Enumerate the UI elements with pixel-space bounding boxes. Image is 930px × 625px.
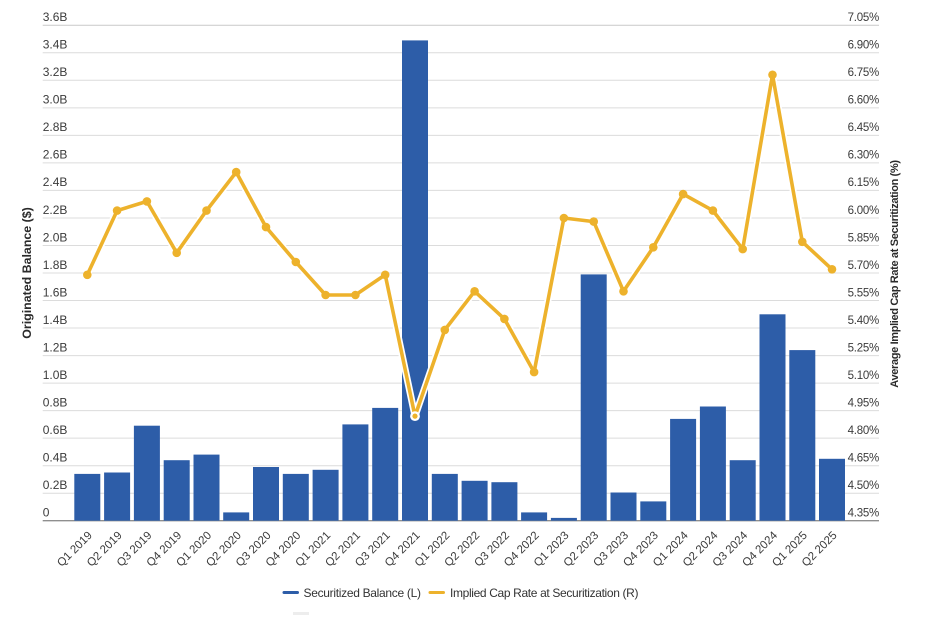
svg-text:4.95%: 4.95%: [848, 397, 879, 409]
svg-text:5.70%: 5.70%: [848, 260, 879, 272]
svg-text:0.6B: 0.6B: [43, 423, 68, 437]
svg-text:4.35%: 4.35%: [848, 508, 879, 520]
svg-text:2.4B: 2.4B: [43, 175, 68, 189]
svg-text:6.60%: 6.60%: [848, 95, 879, 107]
svg-text:2.0B: 2.0B: [43, 230, 68, 244]
svg-text:5.10%: 5.10%: [848, 370, 879, 382]
svg-text:Securitized Balance (L): Securitized Balance (L): [304, 586, 421, 600]
svg-text:6.15%: 6.15%: [848, 177, 879, 189]
svg-text:6.00%: 6.00%: [848, 205, 879, 217]
svg-text:2.6B: 2.6B: [43, 148, 68, 162]
svg-text:3.4B: 3.4B: [43, 38, 68, 52]
svg-text:4.50%: 4.50%: [848, 480, 879, 492]
svg-text:0: 0: [43, 506, 50, 520]
svg-text:7.05%: 7.05%: [848, 12, 879, 24]
svg-text:Implied Cap Rate at Securitiza: Implied Cap Rate at Securitization (R): [450, 586, 638, 600]
svg-text:0.4B: 0.4B: [43, 451, 68, 465]
svg-text:5.55%: 5.55%: [848, 287, 879, 299]
svg-text:1.6B: 1.6B: [43, 285, 68, 299]
svg-text:6.90%: 6.90%: [848, 40, 879, 52]
svg-text:3.2B: 3.2B: [43, 65, 68, 79]
svg-text:6.75%: 6.75%: [848, 67, 879, 79]
svg-text:6.30%: 6.30%: [848, 150, 879, 162]
svg-text:0.2B: 0.2B: [43, 478, 68, 492]
svg-text:Originated Balance ($): Originated Balance ($): [20, 207, 34, 339]
svg-text:4.65%: 4.65%: [848, 453, 879, 465]
svg-text:6.45%: 6.45%: [848, 122, 879, 134]
svg-text:0.8B: 0.8B: [43, 395, 68, 409]
svg-text:5.40%: 5.40%: [848, 315, 879, 327]
svg-text:2.2B: 2.2B: [43, 203, 68, 217]
svg-text:5.25%: 5.25%: [848, 342, 879, 354]
svg-text:3.6B: 3.6B: [43, 10, 68, 24]
svg-text:5.85%: 5.85%: [848, 232, 879, 244]
svg-text:Average Implied Cap Rate at Se: Average Implied Cap Rate at Securitizati…: [889, 160, 901, 388]
svg-text:1.2B: 1.2B: [43, 340, 68, 354]
svg-text:4.80%: 4.80%: [848, 425, 879, 437]
svg-text:3.0B: 3.0B: [43, 93, 68, 107]
svg-text:2.8B: 2.8B: [43, 120, 68, 134]
svg-text:1.0B: 1.0B: [43, 368, 68, 382]
svg-text:1.4B: 1.4B: [43, 313, 68, 327]
svg-text:1.8B: 1.8B: [43, 258, 68, 272]
